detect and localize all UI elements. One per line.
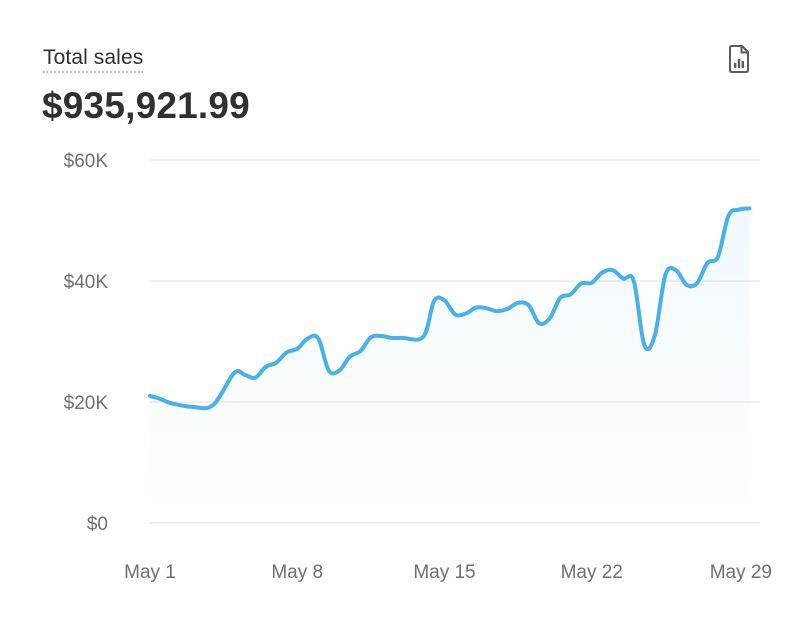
- data-point[interactable]: [430, 297, 438, 305]
- data-point[interactable]: [556, 294, 564, 302]
- data-point[interactable]: [398, 334, 406, 342]
- data-point[interactable]: [735, 206, 743, 214]
- data-point[interactable]: [377, 332, 385, 340]
- data-point[interactable]: [525, 301, 533, 309]
- y-tick-label: $0: [87, 514, 108, 535]
- series-area: [150, 208, 750, 523]
- data-point[interactable]: [272, 359, 280, 367]
- data-point[interactable]: [188, 403, 196, 411]
- data-point[interactable]: [230, 369, 238, 377]
- data-point[interactable]: [567, 290, 575, 298]
- data-point[interactable]: [703, 259, 711, 267]
- data-point[interactable]: [419, 333, 427, 341]
- data-point[interactable]: [293, 345, 301, 353]
- x-tick-label: May 22: [561, 562, 623, 583]
- y-tick-label: $60K: [64, 151, 109, 172]
- data-point[interactable]: [157, 395, 165, 403]
- data-point[interactable]: [619, 275, 627, 283]
- data-point[interactable]: [714, 253, 722, 261]
- data-point[interactable]: [651, 331, 659, 339]
- data-point[interactable]: [462, 310, 470, 318]
- data-point[interactable]: [209, 401, 217, 409]
- series-line-layer: [146, 204, 753, 411]
- data-point[interactable]: [283, 348, 291, 356]
- x-tick-label: May 1: [124, 562, 176, 583]
- data-point[interactable]: [745, 204, 753, 212]
- data-point[interactable]: [661, 271, 669, 279]
- data-point[interactable]: [483, 304, 491, 312]
- data-point[interactable]: [493, 307, 501, 315]
- x-axis-labels: May 1 May 8 May 15 May 22 May 29: [124, 562, 772, 583]
- data-point[interactable]: [314, 334, 322, 342]
- x-tick-label: May 29: [710, 562, 772, 583]
- data-point[interactable]: [535, 319, 543, 327]
- data-point[interactable]: [356, 347, 364, 355]
- data-point[interactable]: [693, 279, 701, 287]
- data-point[interactable]: [388, 334, 396, 342]
- data-point[interactable]: [598, 269, 606, 277]
- data-point[interactable]: [588, 279, 596, 287]
- data-point[interactable]: [672, 266, 680, 274]
- data-point[interactable]: [241, 371, 249, 379]
- data-point[interactable]: [367, 333, 375, 341]
- data-point[interactable]: [335, 367, 343, 375]
- data-point[interactable]: [451, 310, 459, 318]
- data-point[interactable]: [504, 305, 512, 313]
- data-point[interactable]: [577, 279, 585, 287]
- data-point[interactable]: [609, 266, 617, 274]
- data-point[interactable]: [325, 367, 333, 375]
- y-axis-labels: $0 $20K $40K $60K: [64, 151, 109, 535]
- x-tick-label: May 8: [271, 562, 323, 583]
- data-point[interactable]: [262, 363, 270, 371]
- y-tick-label: $20K: [64, 393, 109, 414]
- metric-title[interactable]: Total sales: [43, 46, 144, 73]
- series-line: [148, 206, 752, 411]
- data-point[interactable]: [304, 334, 312, 342]
- data-point[interactable]: [146, 392, 154, 400]
- data-point[interactable]: [440, 296, 448, 304]
- data-point[interactable]: [167, 399, 175, 407]
- data-point[interactable]: [514, 299, 522, 307]
- x-tick-label: May 15: [413, 562, 475, 583]
- metric-value: $935,921.99: [42, 85, 250, 126]
- data-point[interactable]: [630, 277, 638, 285]
- data-point[interactable]: [472, 304, 480, 312]
- report-file-icon: [729, 45, 749, 73]
- data-point[interactable]: [640, 341, 648, 349]
- data-point[interactable]: [682, 281, 690, 289]
- data-point[interactable]: [251, 374, 259, 382]
- data-point[interactable]: [346, 353, 354, 361]
- data-point[interactable]: [546, 315, 554, 323]
- data-point[interactable]: [724, 212, 732, 220]
- export-report-button[interactable]: [722, 42, 756, 76]
- area-fill: [150, 208, 750, 523]
- y-tick-label: $40K: [64, 272, 109, 293]
